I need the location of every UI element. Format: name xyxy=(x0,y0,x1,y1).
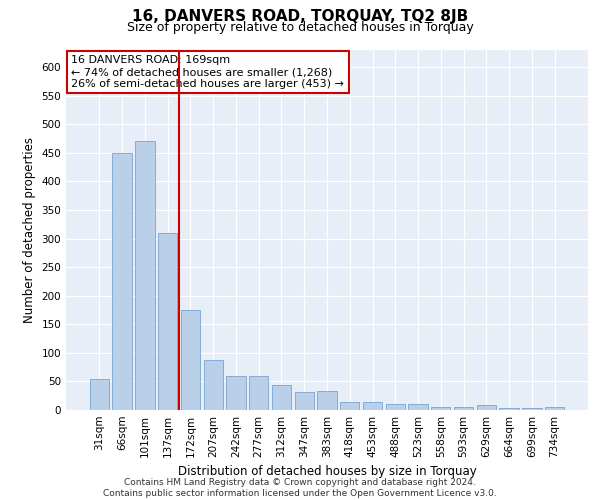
Bar xyxy=(522,408,542,410)
Bar xyxy=(454,406,473,410)
Bar xyxy=(203,360,223,410)
Bar xyxy=(476,406,496,410)
Bar xyxy=(363,402,382,410)
Bar xyxy=(431,406,451,410)
Bar xyxy=(340,402,359,410)
Bar xyxy=(112,153,132,410)
Text: 16 DANVERS ROAD: 169sqm
← 74% of detached houses are smaller (1,268)
26% of semi: 16 DANVERS ROAD: 169sqm ← 74% of detache… xyxy=(71,56,344,88)
Text: Size of property relative to detached houses in Torquay: Size of property relative to detached ho… xyxy=(127,21,473,34)
Bar xyxy=(409,404,428,410)
Bar xyxy=(181,310,200,410)
Bar xyxy=(386,404,405,410)
Bar xyxy=(135,142,155,410)
Bar xyxy=(499,408,519,410)
Text: 16, DANVERS ROAD, TORQUAY, TQ2 8JB: 16, DANVERS ROAD, TORQUAY, TQ2 8JB xyxy=(132,9,468,24)
Bar xyxy=(272,386,291,410)
Bar xyxy=(317,391,337,410)
Bar xyxy=(545,407,564,410)
Y-axis label: Number of detached properties: Number of detached properties xyxy=(23,137,36,323)
Bar xyxy=(226,376,245,410)
Bar xyxy=(295,392,314,410)
Text: Contains HM Land Registry data © Crown copyright and database right 2024.
Contai: Contains HM Land Registry data © Crown c… xyxy=(103,478,497,498)
Bar xyxy=(158,233,178,410)
Bar xyxy=(249,376,268,410)
Bar xyxy=(90,378,109,410)
X-axis label: Distribution of detached houses by size in Torquay: Distribution of detached houses by size … xyxy=(178,466,476,478)
